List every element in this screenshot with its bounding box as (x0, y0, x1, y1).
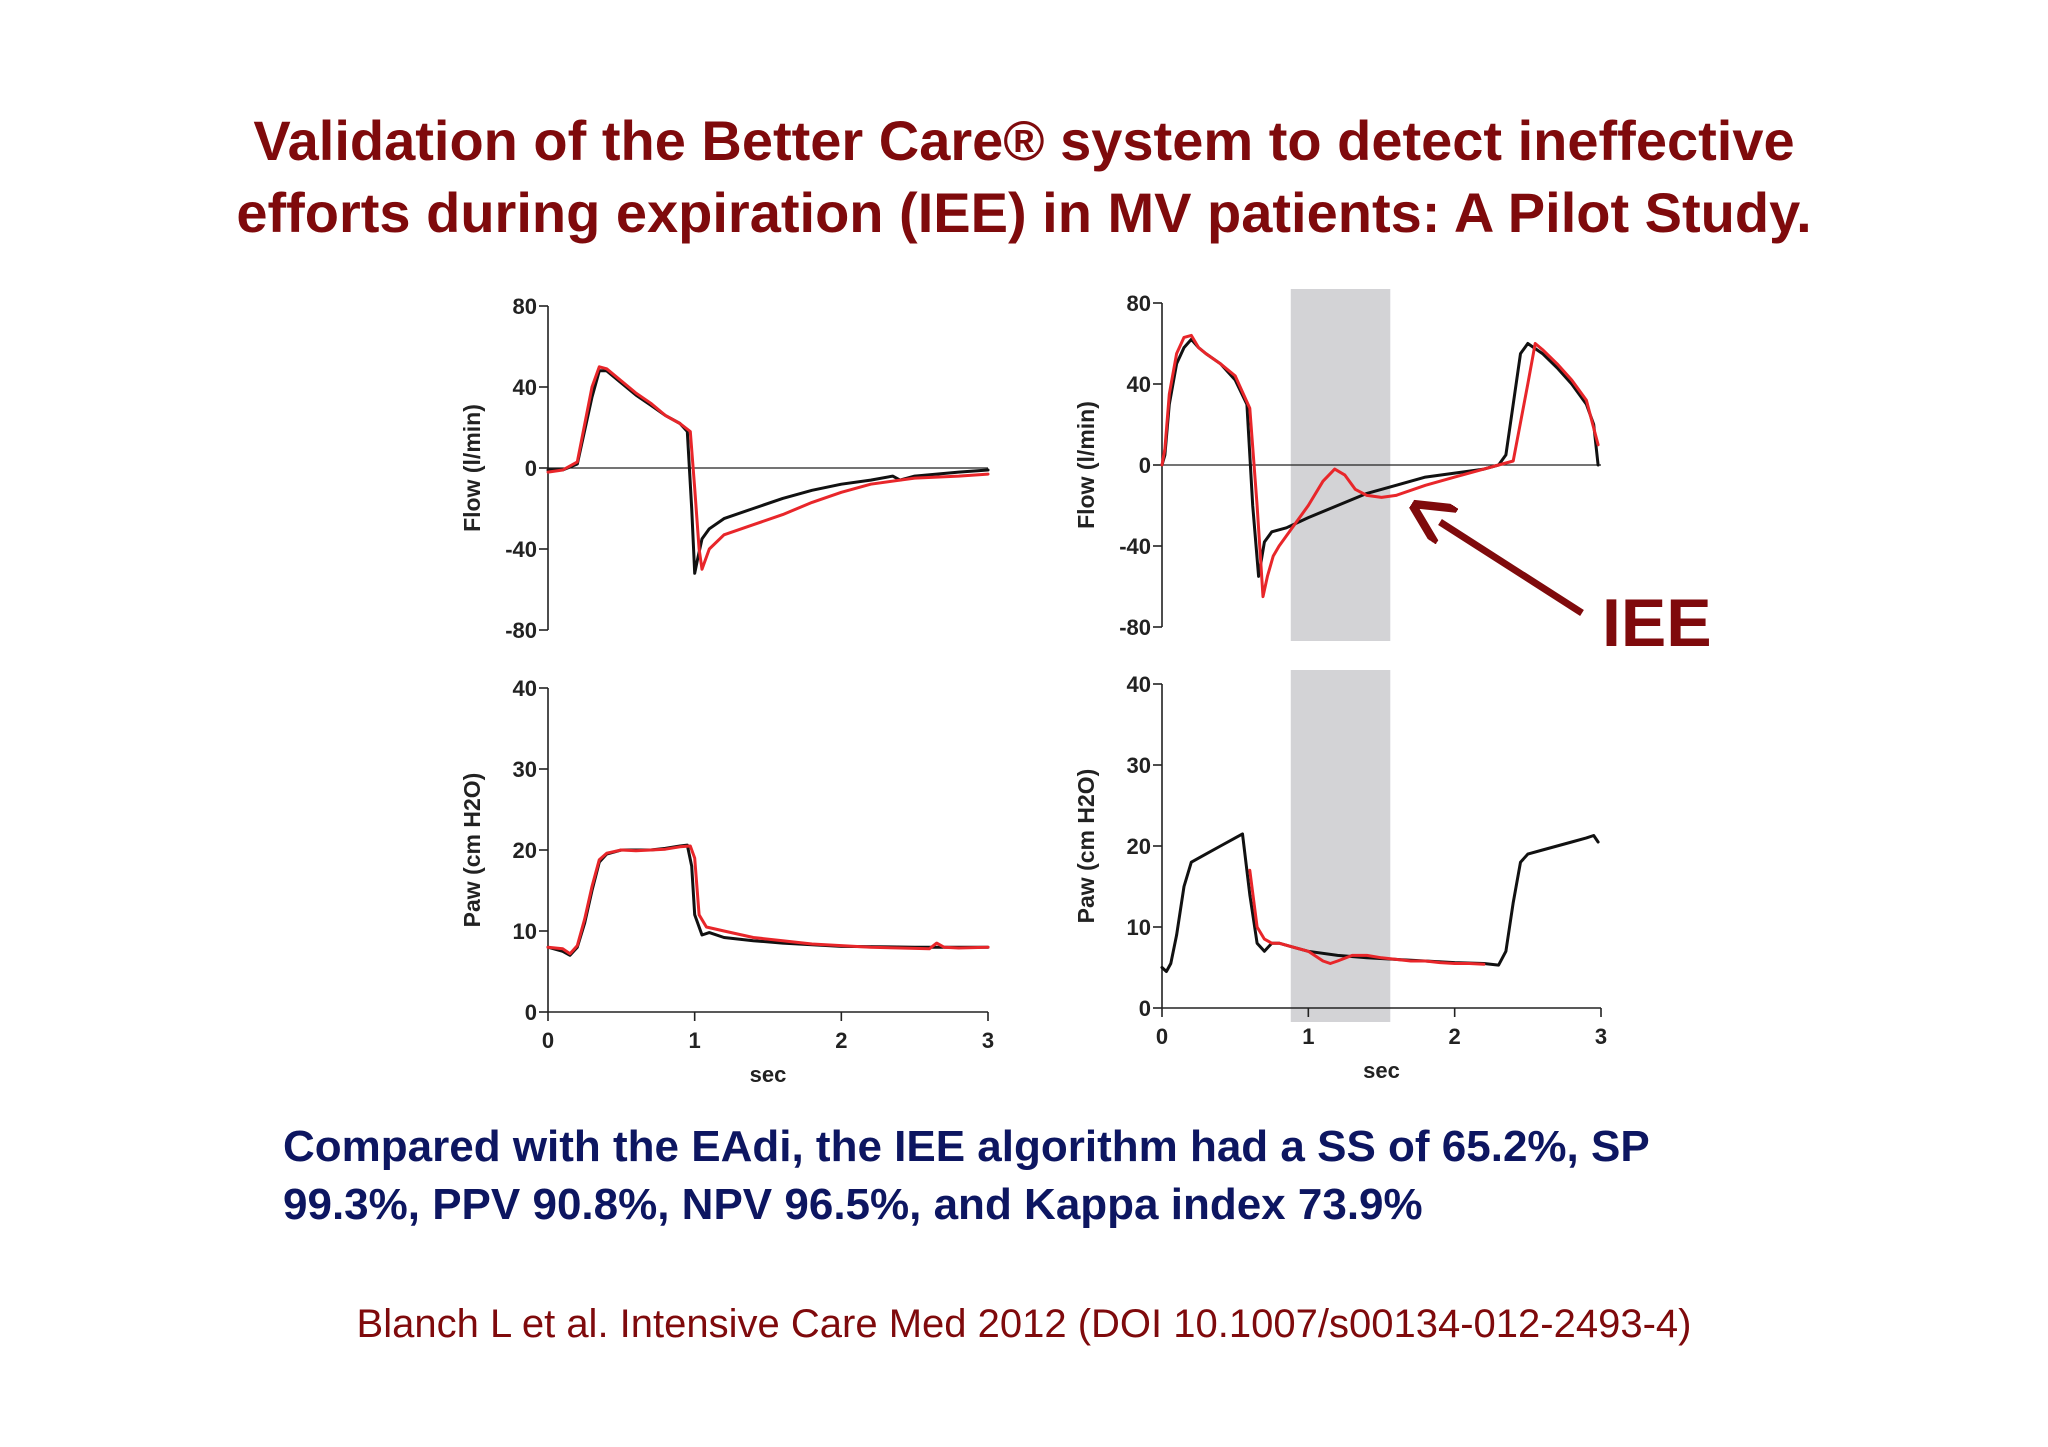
right-flow-y-label: Flow (l/min) (1073, 401, 1099, 529)
left-flow-y-tick-label: -40 (505, 537, 537, 562)
slide-title: Validation of the Better Care® system to… (0, 105, 2048, 249)
left-paw-y-label: Paw (cm H2O) (459, 773, 485, 928)
right-paw-chart: 0 10 20 30 40 0 1 2 3 Paw (cm H2O) sec (1073, 670, 1607, 1083)
right-flow-y-tick-label: -40 (1119, 534, 1151, 559)
left-flow-y-tick-label: 40 (513, 375, 537, 400)
left-flow-chart: -80 -40 0 40 80 Flow (l/min) (459, 294, 990, 643)
right-flow-chart: -80 -40 0 40 80 Flow (l/min) (1073, 289, 1601, 641)
iee-label: IEE (1602, 585, 1712, 661)
iee-arrow (1440, 522, 1584, 616)
right-flow-y-tick-label: 0 (1139, 453, 1151, 478)
title-line-1: Validation of the Better Care® system to… (253, 109, 1795, 172)
right-paw-y-tick-label: 30 (1127, 753, 1151, 778)
summary-line-1: Compared with the EAdi, the IEE algorith… (283, 1122, 1650, 1171)
left-paw-chart: 0 10 20 30 40 0 1 2 3 Paw (cm H2O) sec (459, 676, 994, 1087)
title-line-2: efforts during expiration (IEE) in MV pa… (236, 181, 1812, 244)
left-paw-y-tick-label: 0 (525, 1000, 537, 1025)
left-paw-y-tick-label: 20 (513, 838, 537, 863)
citation: Blanch L et al. Intensive Care Med 2012 … (356, 1302, 1692, 1346)
right-paw-y-tick-label: 40 (1127, 672, 1151, 697)
left-paw-y-tick-label: 40 (513, 676, 537, 701)
right-paw-red-trace (1248, 868, 1486, 966)
left-flow-black-trace (546, 369, 990, 575)
right-flow-y-tick-label: 40 (1127, 372, 1151, 397)
right-paw-y-tick-label: 0 (1139, 996, 1151, 1021)
right-paw-x-tick-label: 0 (1156, 1024, 1168, 1049)
right-paw-iee-window (1290, 670, 1391, 1022)
left-paw-x-tick-label: 0 (542, 1028, 554, 1053)
right-flow-y-tick-label: -80 (1119, 615, 1151, 640)
right-paw-x-tick-label: 3 (1595, 1024, 1607, 1049)
left-flow-y-tick-label: -80 (505, 618, 537, 643)
left-paw-x-tick-label: 1 (689, 1028, 701, 1053)
charts-layer: -80 -40 0 40 80 Flow (l/min) -80 -40 0 40 80 Flow (… (459, 289, 1607, 1087)
left-flow-red-trace (546, 365, 990, 571)
left-paw-y-tick-label: 10 (513, 919, 537, 944)
left-paw-x-tick-label: 3 (982, 1028, 994, 1053)
left-flow-y-tick-label: 0 (525, 456, 537, 481)
left-flow-y-label: Flow (l/min) (459, 404, 485, 532)
left-paw-x-label: sec (750, 1062, 787, 1087)
right-flow-y-tick-label: 80 (1127, 291, 1151, 316)
left-paw-red-trace (546, 844, 990, 956)
result-summary: Compared with the EAdi, the IEE algorith… (283, 1118, 1983, 1234)
left-paw-x-tick-label: 2 (835, 1028, 847, 1053)
right-paw-y-label: Paw (cm H2O) (1073, 769, 1099, 924)
left-flow-y-tick-label: 80 (513, 294, 537, 319)
right-paw-x-tick-label: 2 (1449, 1024, 1461, 1049)
right-paw-y-tick-label: 20 (1127, 834, 1151, 859)
summary-line-2: 99.3%, PPV 90.8%, NPV 96.5%, and Kappa i… (283, 1180, 1423, 1229)
right-paw-x-label: sec (1363, 1058, 1400, 1083)
right-flow-red-trace (1160, 333, 1600, 599)
right-paw-x-tick-label: 1 (1302, 1024, 1314, 1049)
left-paw-y-tick-label: 30 (513, 757, 537, 782)
right-paw-y-tick-label: 10 (1127, 915, 1151, 940)
